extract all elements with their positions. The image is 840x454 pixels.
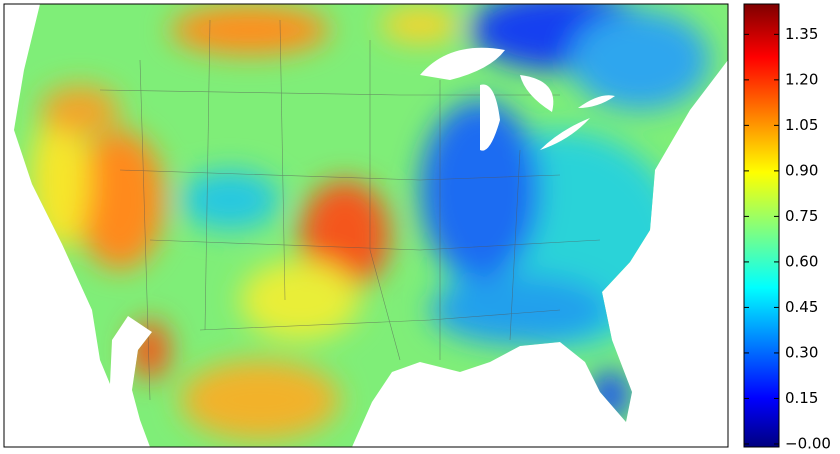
colorbar (743, 3, 780, 448)
colorbar-tick-label: 0.15 (785, 389, 818, 407)
colorbar-tick-label: 0.30 (785, 343, 818, 361)
colorbar-tick-label: −0.00 (785, 434, 831, 452)
map-frame (3, 3, 729, 448)
colorbar-tick-label: 0.45 (785, 298, 818, 316)
great-lakes (420, 47, 615, 151)
precipitation-field (14, 4, 728, 447)
colorbar-tick-label: 1.20 (785, 70, 818, 88)
colorbar-tick-label: 0.90 (785, 161, 818, 179)
state-borders (99, 19, 601, 401)
colorbar-tick-label: 0.60 (785, 252, 818, 270)
colorbar-tick-label: 1.35 (785, 25, 818, 43)
colorbar-tick-label: 1.05 (785, 116, 818, 134)
colorbar-tick-label: 0.75 (785, 207, 818, 225)
